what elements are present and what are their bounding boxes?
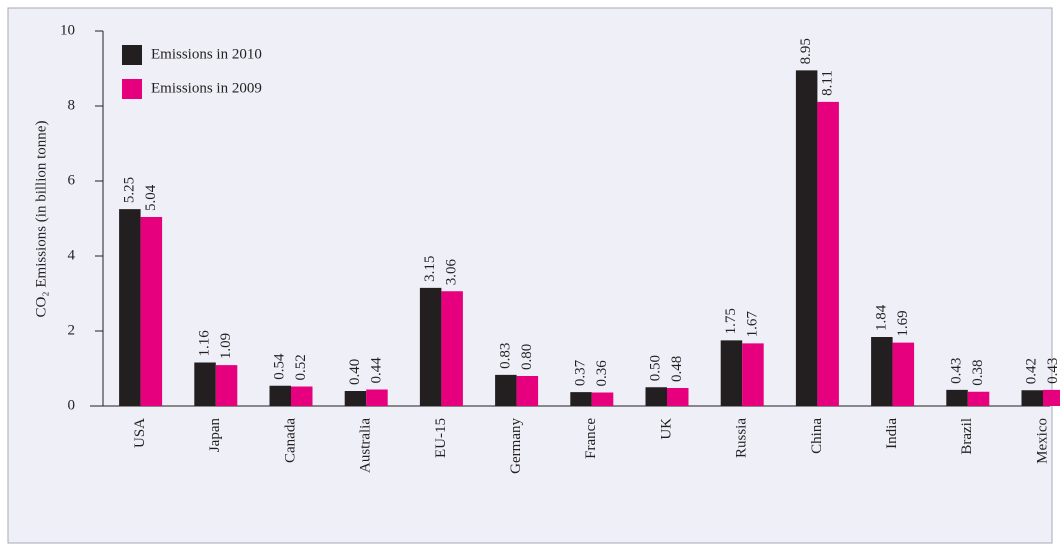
value-label: 0.44 bbox=[368, 357, 384, 384]
y-tick-label: 10 bbox=[60, 22, 75, 38]
value-label: 3.06 bbox=[444, 259, 460, 286]
y-tick-label: 0 bbox=[68, 397, 76, 413]
value-label: 0.38 bbox=[970, 360, 986, 386]
bar bbox=[570, 392, 592, 406]
x-tick-label: Australia bbox=[358, 418, 374, 473]
bar bbox=[516, 376, 539, 406]
value-label: 3.15 bbox=[422, 256, 438, 282]
value-label: 0.54 bbox=[272, 353, 288, 380]
value-label: 1.67 bbox=[744, 311, 760, 338]
bar bbox=[967, 391, 990, 406]
bar bbox=[194, 362, 216, 406]
value-label: 0.36 bbox=[594, 360, 610, 387]
bar bbox=[742, 343, 764, 406]
x-tick-label: India bbox=[884, 418, 900, 449]
bar bbox=[291, 386, 313, 406]
bar bbox=[946, 389, 968, 406]
x-tick-label: China bbox=[809, 418, 825, 454]
legend-swatch bbox=[122, 45, 142, 65]
legend-label: Emissions in 2010 bbox=[151, 46, 262, 62]
bar bbox=[344, 391, 367, 406]
value-label: 1.16 bbox=[196, 330, 212, 357]
bar bbox=[667, 388, 689, 406]
bar bbox=[871, 337, 893, 406]
bar bbox=[215, 365, 238, 406]
x-tick-label: France bbox=[583, 418, 599, 459]
y-tick-label: 2 bbox=[68, 322, 76, 338]
bar bbox=[119, 209, 141, 406]
bar bbox=[795, 70, 818, 406]
value-label: 0.48 bbox=[669, 356, 685, 382]
value-label: 8.11 bbox=[820, 70, 836, 96]
x-tick-label: USA bbox=[132, 418, 148, 448]
bar bbox=[1043, 389, 1060, 406]
value-label: 0.37 bbox=[572, 359, 588, 386]
value-label: 0.80 bbox=[519, 344, 535, 370]
value-label: 0.43 bbox=[1045, 358, 1060, 384]
x-tick-label: Canada bbox=[282, 418, 298, 463]
bar bbox=[645, 387, 667, 406]
value-label: 5.04 bbox=[143, 184, 159, 211]
legend-swatch bbox=[122, 79, 142, 99]
x-tick-label: Germany bbox=[508, 418, 524, 474]
bar bbox=[140, 217, 163, 406]
x-tick-label: UK bbox=[658, 418, 674, 440]
bar bbox=[591, 392, 614, 406]
value-label: 1.69 bbox=[895, 310, 911, 336]
value-label: 1.75 bbox=[723, 308, 739, 334]
y-tick-label: 4 bbox=[68, 247, 76, 263]
bar bbox=[269, 385, 291, 406]
value-label: 0.40 bbox=[347, 359, 363, 385]
bar bbox=[720, 340, 743, 406]
x-tick-label: Brazil bbox=[959, 418, 975, 455]
x-tick-label: Russia bbox=[734, 418, 750, 458]
value-label: 1.84 bbox=[873, 304, 889, 331]
value-label: 0.43 bbox=[948, 358, 964, 384]
bar bbox=[1021, 390, 1043, 406]
bar bbox=[441, 291, 463, 406]
value-label: 0.50 bbox=[648, 355, 664, 381]
value-label: 0.42 bbox=[1024, 358, 1040, 384]
x-tick-label: Japan bbox=[207, 418, 223, 453]
chart-frame bbox=[7, 7, 1053, 544]
bar bbox=[892, 342, 915, 406]
legend-label: Emissions in 2009 bbox=[151, 80, 262, 96]
value-label: 8.95 bbox=[798, 38, 814, 64]
value-label: 1.09 bbox=[218, 333, 234, 359]
y-tick-label: 8 bbox=[68, 97, 76, 113]
value-label: 0.52 bbox=[293, 354, 309, 380]
x-tick-label: EU-15 bbox=[433, 418, 449, 458]
y-tick-label: 6 bbox=[68, 172, 76, 188]
bar bbox=[817, 101, 839, 406]
bar bbox=[366, 389, 388, 406]
y-axis-label: CO₂ Emissions (in billion tonne) bbox=[33, 121, 49, 318]
bar bbox=[419, 287, 442, 406]
value-label: 5.25 bbox=[121, 177, 137, 203]
bar bbox=[495, 374, 517, 406]
value-label: 0.83 bbox=[497, 343, 513, 369]
x-tick-label: Mexico bbox=[1034, 418, 1050, 464]
